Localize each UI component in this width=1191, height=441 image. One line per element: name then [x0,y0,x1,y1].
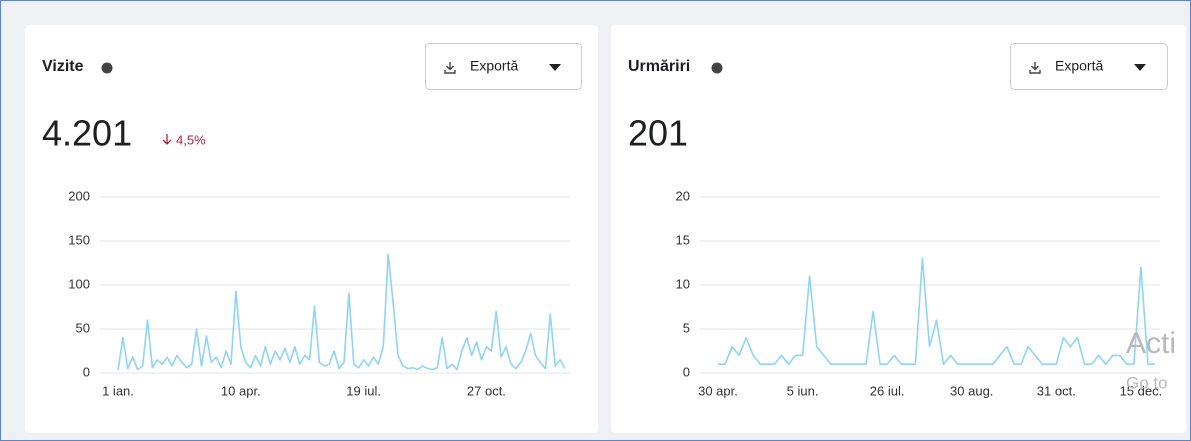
x-tick-label: 10 apr. [221,383,261,398]
export-label: Exportă [1055,58,1103,74]
info-icon [101,62,113,74]
y-tick-label: 100 [68,276,90,291]
caret [1134,64,1146,71]
watermark: Go to [1126,373,1168,392]
download-icon [1029,62,1041,74]
panel-title: Vizite [42,58,84,75]
line [718,257,1155,365]
plots: 0 50 100 150 200 1 ian. 10 apr. 19 iul. 27 oct. 0… [68,188,1162,398]
line [117,253,566,371]
export-button[interactable] [425,43,582,90]
watermark: Acti [1126,327,1176,360]
download-icon [444,62,456,74]
panel-title: Urmăriri [628,58,690,75]
caret [549,64,561,71]
headline: 4.201 [42,113,132,154]
x-tick-label: 19 iul. [346,383,381,398]
x-tick-label: 30 aug. [950,383,993,398]
panel [25,25,598,433]
y-tick-label: 20 [676,188,690,203]
y-tick-label: 10 [676,276,690,291]
info-icon [711,62,723,74]
down-arrow [162,134,172,145]
y-tick-label: 50 [76,320,90,335]
y-tick-label: 5 [683,320,690,335]
y-tick-label: 15 [676,232,690,247]
panel [611,25,1186,433]
y-tick-label: 200 [68,188,90,203]
export-button[interactable] [1010,43,1168,90]
change: 4,5% [176,132,206,147]
y-tick-label: 0 [83,364,90,379]
export-label: Exportă [470,58,518,74]
y-tick-label: 150 [68,232,90,247]
y-tick-label: 0 [683,364,690,379]
x-tick-label: 1 ian. [102,383,134,398]
x-tick-label: 15 dec. [1120,383,1163,398]
x-tick-label: 30 apr. [698,383,738,398]
x-tick-label: 26 iul. [870,383,905,398]
x-tick-label: 5 iun. [787,383,819,398]
x-tick-label: 31 oct. [1037,383,1076,398]
x-tick-label: 27 oct. [467,383,506,398]
headline: 201 [628,113,688,154]
